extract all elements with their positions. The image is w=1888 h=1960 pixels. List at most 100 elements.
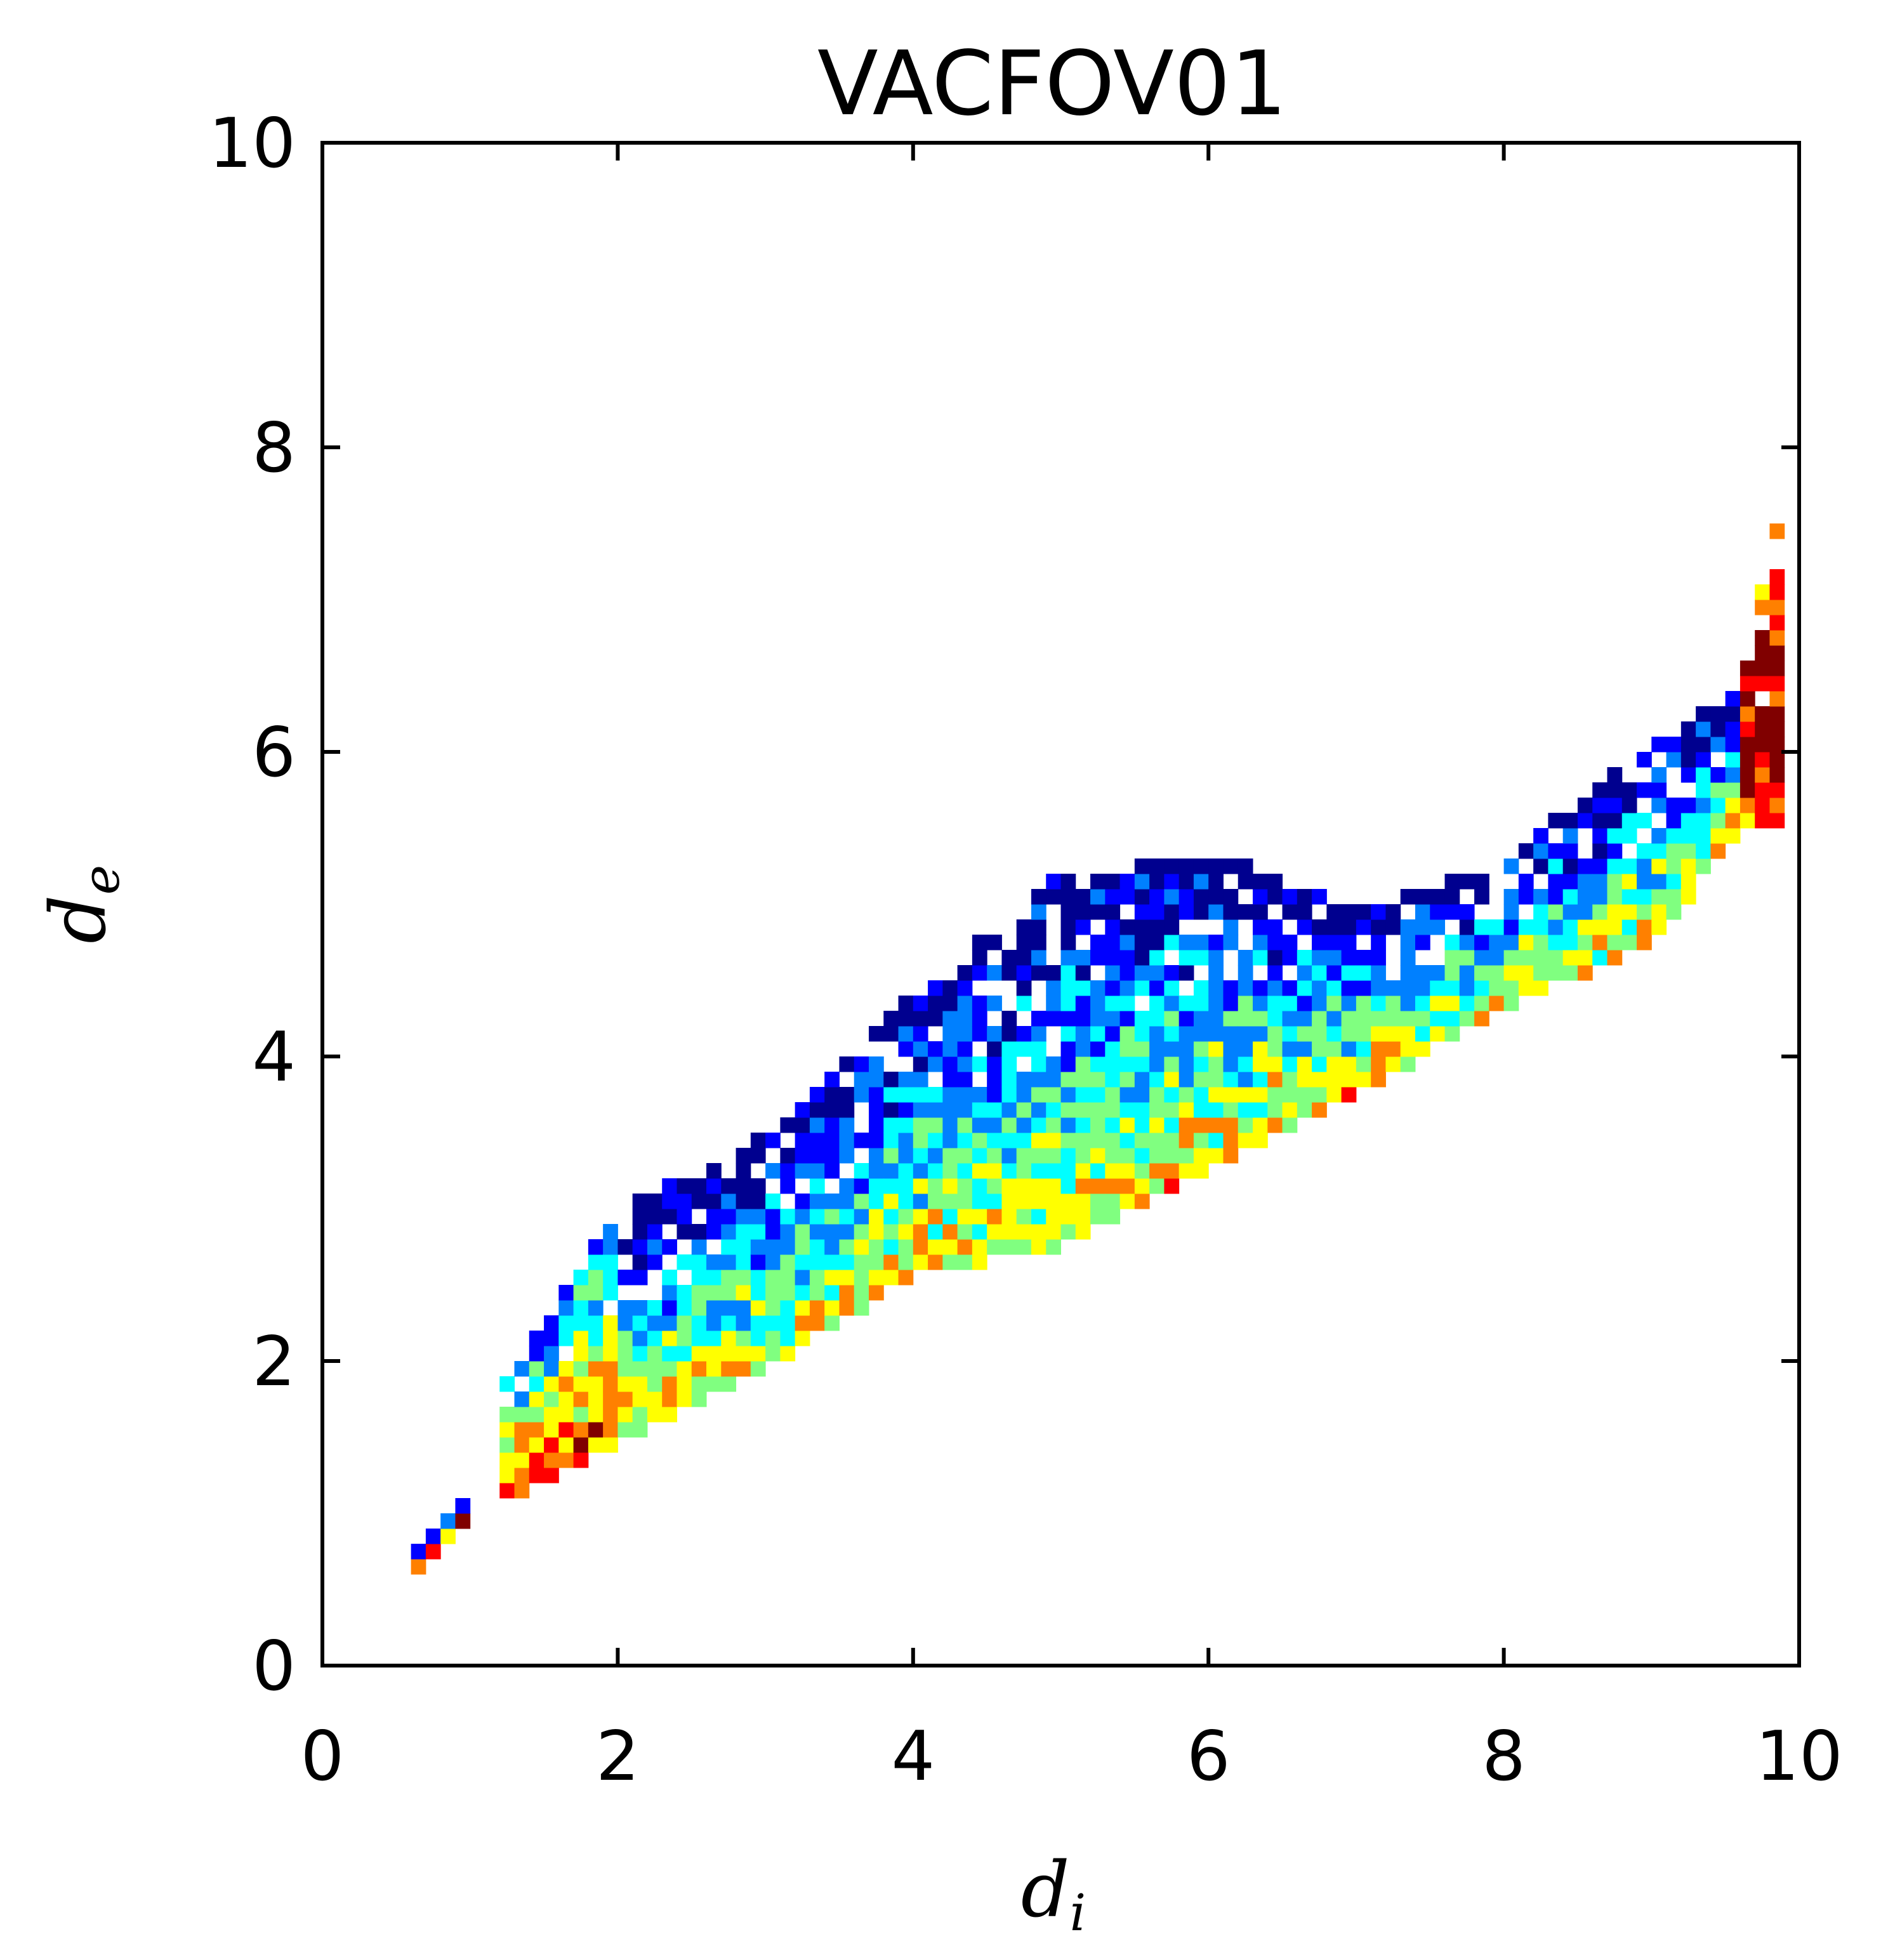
heatmap-cell: [898, 1178, 914, 1194]
heatmap-cell: [1415, 919, 1430, 935]
heatmap-cell: [839, 1285, 855, 1301]
heatmap-cell: [957, 1254, 973, 1270]
heatmap-cell: [529, 1331, 545, 1346]
heatmap-cell: [1031, 1163, 1046, 1179]
heatmap-cell: [1060, 935, 1076, 950]
heatmap-cell: [1149, 919, 1165, 935]
heatmap-cell: [1267, 1117, 1283, 1133]
heatmap-cell: [1739, 721, 1755, 737]
heatmap-cell: [1149, 1178, 1165, 1194]
heatmap-cell: [1444, 935, 1460, 950]
heatmap-cell: [750, 1285, 766, 1301]
heatmap-cell: [1193, 874, 1209, 890]
heatmap-cell: [1253, 1133, 1268, 1148]
heatmap-cell: [1696, 767, 1711, 783]
heatmap-cell: [1503, 965, 1519, 981]
heatmap-cell: [1312, 1072, 1327, 1088]
heatmap-cell: [1415, 889, 1430, 905]
heatmap-cell: [1164, 904, 1180, 920]
heatmap-cell: [1031, 1026, 1046, 1042]
heatmap-cell: [765, 1285, 781, 1301]
heatmap-cell: [1356, 904, 1371, 920]
heatmap-cell: [558, 1285, 574, 1301]
heatmap-cell: [1119, 1026, 1135, 1042]
heatmap-cell: [868, 1026, 884, 1042]
heatmap-cell: [647, 1331, 663, 1346]
heatmap-cell: [662, 1209, 677, 1225]
heatmap-cell: [1134, 858, 1150, 874]
heatmap-cell: [1193, 1148, 1209, 1164]
heatmap-cell: [957, 1239, 973, 1255]
heatmap-cell: [1356, 950, 1371, 966]
heatmap-cell: [1238, 980, 1253, 996]
heatmap-cell: [1755, 737, 1770, 753]
heatmap-cell: [1444, 980, 1460, 996]
heatmap-cell: [987, 1239, 1002, 1255]
heatmap-cell: [1193, 1133, 1209, 1148]
heatmap-cell: [632, 1407, 648, 1423]
heatmap-cell: [1253, 950, 1268, 966]
heatmap-cell: [1046, 1178, 1061, 1194]
heatmap-cell: [1134, 904, 1150, 920]
heatmap-cell: [1105, 935, 1121, 950]
heatmap-cell: [765, 1209, 781, 1225]
heatmap-cell: [1592, 919, 1607, 935]
heatmap-cell: [898, 1148, 914, 1164]
heatmap-cell: [1208, 1117, 1224, 1133]
heatmap-cell: [1341, 1087, 1357, 1103]
heatmap-cell: [987, 996, 1002, 1011]
heatmap-cell: [868, 1133, 884, 1148]
heatmap-cell: [987, 1056, 1002, 1072]
heatmap-cell: [942, 1072, 958, 1088]
heatmap-cell: [1607, 858, 1623, 874]
heatmap-cell: [1592, 950, 1607, 966]
heatmap-cell: [1680, 874, 1696, 890]
heatmap-cell: [1134, 874, 1150, 890]
heatmap-cell: [1755, 600, 1770, 615]
heatmap-cell: [898, 1087, 914, 1103]
heatmap-cell: [868, 1072, 884, 1088]
heatmap-cell: [795, 1331, 810, 1346]
heatmap-cell: [809, 1148, 825, 1164]
heatmap-cell: [558, 1452, 574, 1468]
heatmap-cell: [647, 1239, 663, 1255]
heatmap-cell: [1060, 965, 1076, 981]
heatmap-cell: [1134, 1087, 1150, 1103]
heatmap-cell: [1400, 950, 1416, 966]
heatmap-cell: [1119, 1117, 1135, 1133]
heatmap-cell: [1621, 813, 1637, 829]
heatmap-cell: [1105, 904, 1121, 920]
heatmap-cell: [1562, 843, 1578, 859]
heatmap-cell: [795, 1194, 810, 1209]
heatmap-cell: [1518, 980, 1534, 996]
heatmap-cell: [1016, 935, 1032, 950]
heatmap-cell: [1031, 1133, 1046, 1148]
heatmap-cell: [1637, 919, 1652, 935]
heatmap-cell: [632, 1422, 648, 1438]
heatmap-cell: [1489, 996, 1505, 1011]
heatmap-cell: [1696, 737, 1711, 753]
heatmap-cell: [1651, 889, 1667, 905]
heatmap-cell: [1297, 919, 1312, 935]
heatmap-cell: [1282, 935, 1298, 950]
heatmap-cell: [1696, 858, 1711, 874]
heatmap-cell: [677, 1194, 692, 1209]
heatmap-cell: [854, 1178, 869, 1194]
heatmap-cell: [1607, 782, 1623, 798]
heatmap-cell: [573, 1422, 589, 1438]
heatmap-cell: [1016, 1224, 1032, 1240]
heatmap-cell: [1430, 919, 1446, 935]
heatmap-cell: [1312, 1026, 1327, 1042]
heatmap-cell: [440, 1513, 456, 1529]
heatmap-cell: [987, 1102, 1002, 1118]
heatmap-cell: [1415, 1011, 1430, 1027]
heatmap-cell: [544, 1361, 559, 1377]
heatmap-cell: [957, 1148, 973, 1164]
heatmap-cell: [1090, 1056, 1106, 1072]
heatmap-cell: [1060, 1194, 1076, 1209]
heatmap-cell: [1312, 950, 1327, 966]
heatmap-cell: [1134, 935, 1150, 950]
heatmap-cell: [1680, 767, 1696, 783]
heatmap-cell: [942, 996, 958, 1011]
heatmap-cell: [1297, 904, 1312, 920]
